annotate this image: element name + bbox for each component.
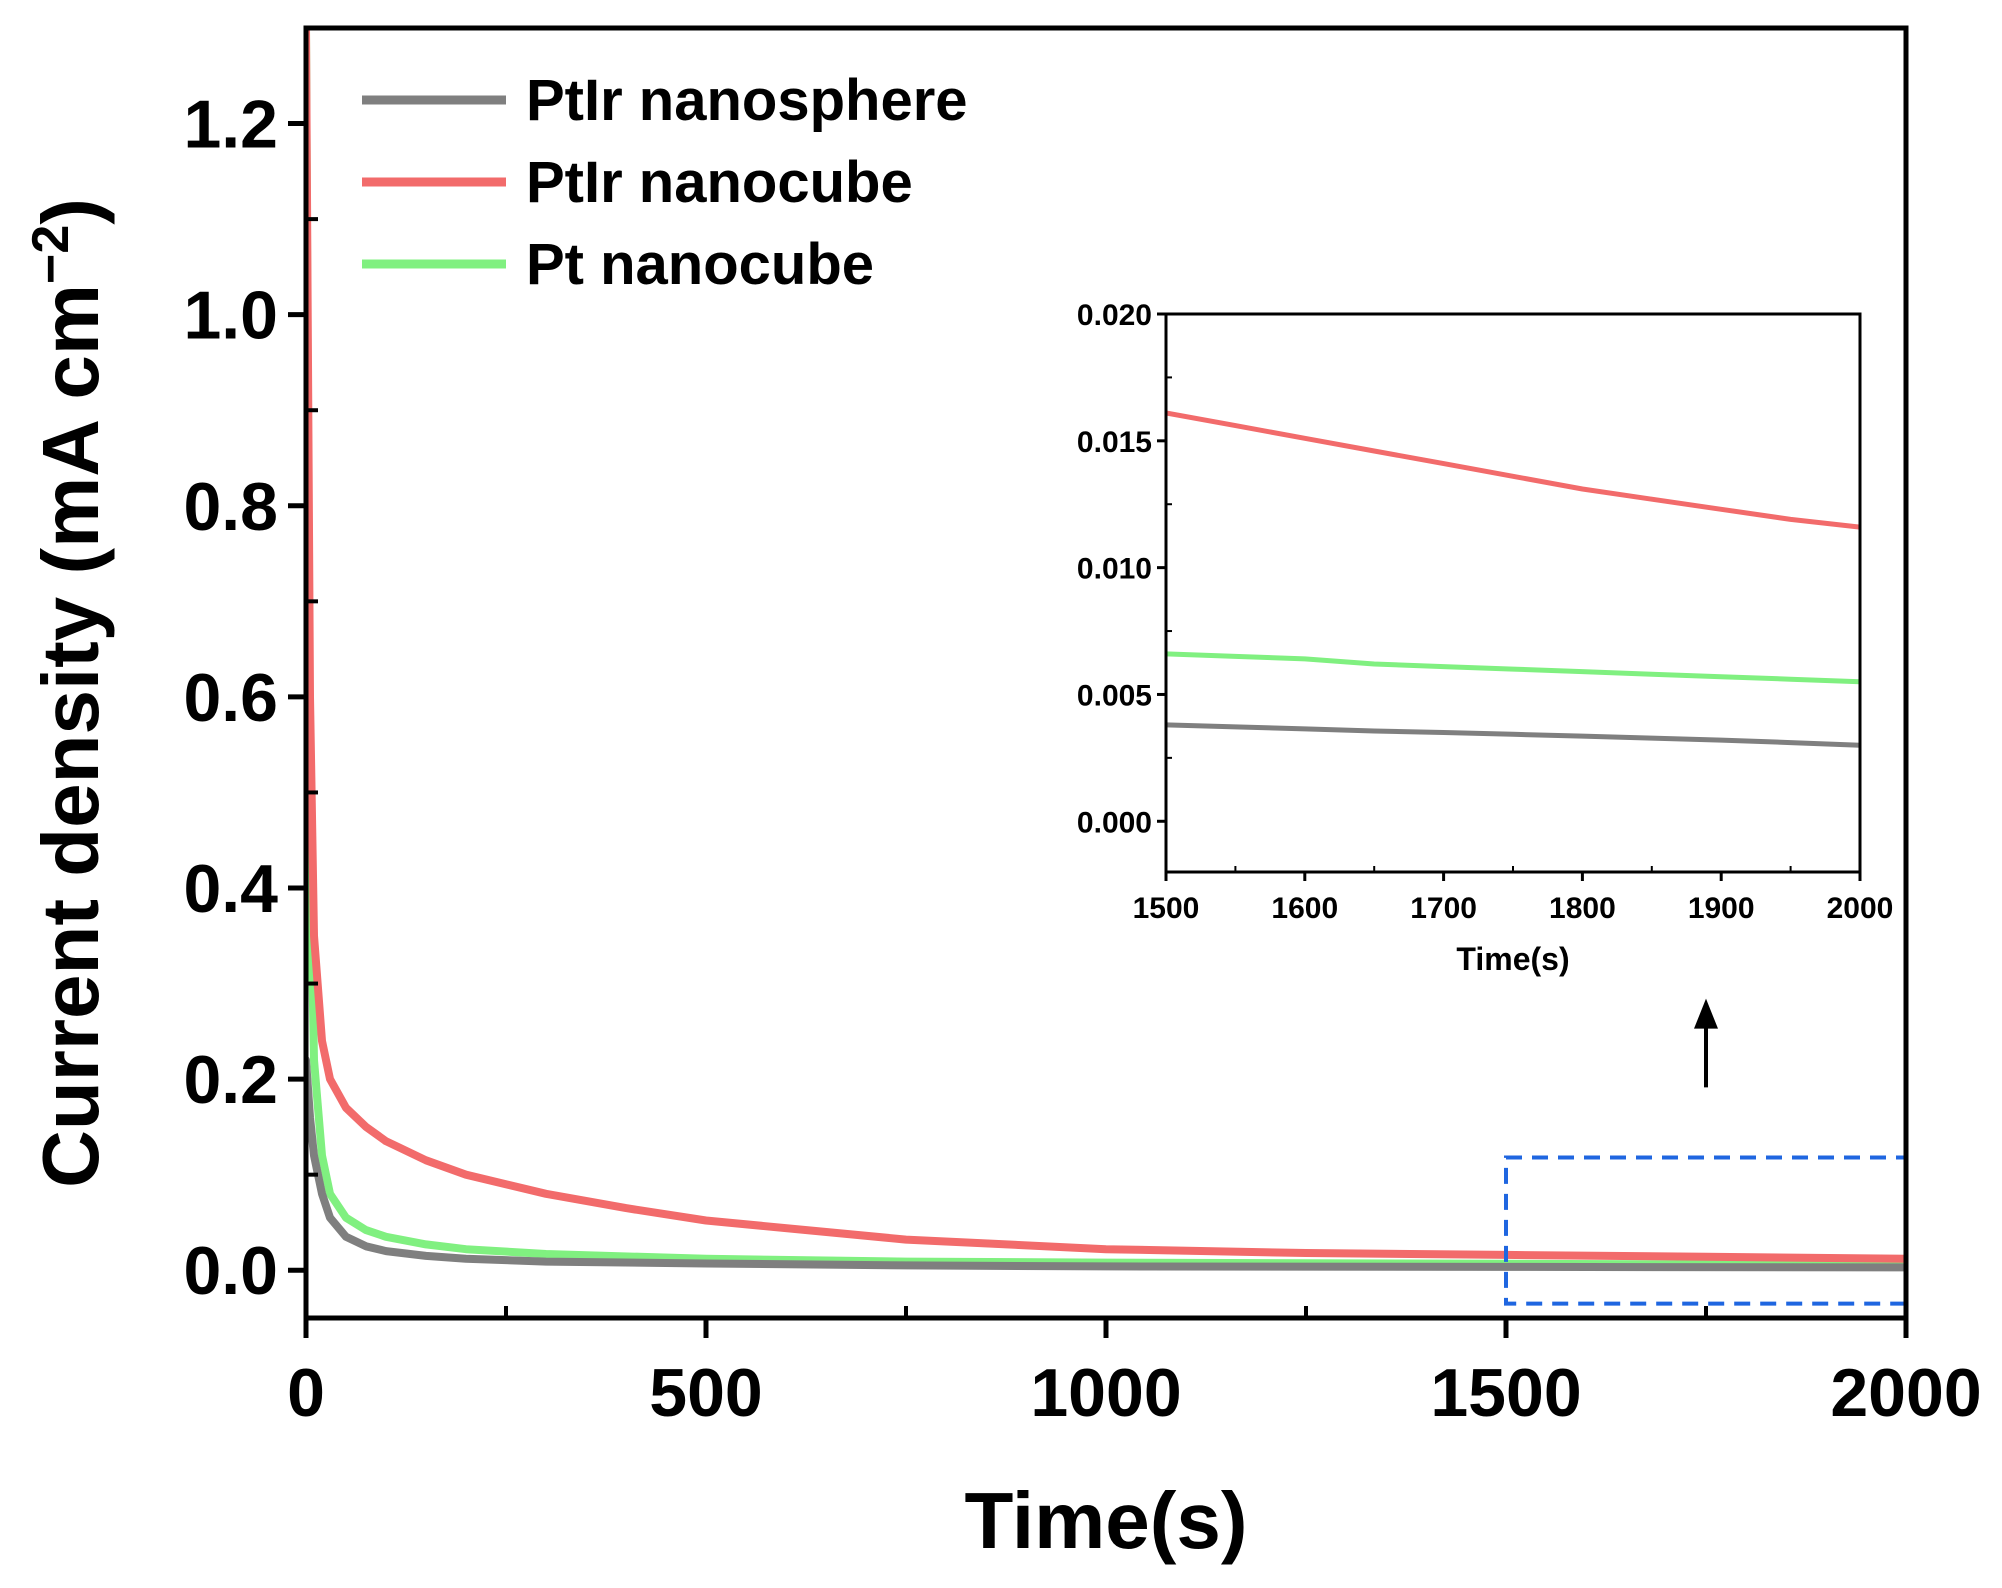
main-y-tick-label: 0.8 bbox=[183, 469, 278, 545]
legend: PtIr nanosphere PtIr nanocube Pt nanocube bbox=[362, 68, 968, 297]
inset-x-tick-label: 1600 bbox=[1271, 892, 1338, 925]
inset-y-tick-label: 0.005 bbox=[1077, 679, 1152, 712]
inset-series-group bbox=[1166, 410, 1860, 748]
zoom-arrow-head bbox=[1694, 998, 1718, 1029]
inset-y-tick-label: 0.010 bbox=[1077, 553, 1152, 586]
legend-label-0: PtIr nanosphere bbox=[526, 68, 968, 133]
main-plot: 0 500 1000 1500 2000 0.0 0.2 0.4 0.6 0.8 1.0 1.2 T… bbox=[22, 25, 1982, 1565]
main-y-ticks: 0.0 0.2 0.4 0.6 0.8 1.0 1.2 bbox=[183, 26, 318, 1309]
legend-label-2: Pt nanocube bbox=[526, 232, 874, 297]
inset-x-tick-label: 1700 bbox=[1410, 892, 1477, 925]
main-y-tick-label: 0.6 bbox=[183, 660, 278, 736]
main-y-tick-label: 1.0 bbox=[183, 278, 278, 354]
main-y-tick-label: 0.0 bbox=[183, 1233, 278, 1309]
inset-y-tick-label: 0.015 bbox=[1077, 426, 1152, 459]
inset-x-tick-label: 1800 bbox=[1549, 892, 1616, 925]
inset-series-line-2 bbox=[1166, 651, 1860, 685]
inset-x-tick-label: 1900 bbox=[1688, 892, 1755, 925]
main-x-tick-label: 0 bbox=[287, 1355, 325, 1431]
main-y-tick-label: 0.2 bbox=[183, 1042, 278, 1118]
main-y-tick-label: 1.2 bbox=[183, 87, 278, 163]
inset-series-line-1 bbox=[1166, 410, 1860, 530]
inset-y-ticks: 0.000 0.005 0.010 0.015 0.020 bbox=[1077, 299, 1172, 839]
inset-y-tick-label: 0.000 bbox=[1077, 806, 1152, 839]
inset-background bbox=[1166, 314, 1860, 872]
main-x-tick-label: 500 bbox=[649, 1355, 762, 1431]
legend-label-1: PtIr nanocube bbox=[526, 150, 913, 215]
inset-x-tick-label: 1500 bbox=[1133, 892, 1200, 925]
inset-plot: 1500 1600 1700 1800 1900 2000 0.000 0.005 0.010… bbox=[1077, 299, 1893, 977]
inset-x-tick-label: 2000 bbox=[1827, 892, 1894, 925]
inset-x-ticks: 1500 1600 1700 1800 1900 2000 bbox=[1133, 866, 1894, 925]
zoom-region-box bbox=[1504, 1155, 1908, 1306]
main-x-tick-label: 2000 bbox=[1830, 1355, 1981, 1431]
inset-series-line-0 bbox=[1166, 722, 1860, 748]
main-series-line-0 bbox=[306, 1056, 1906, 1272]
main-x-ticks: 0 500 1000 1500 2000 bbox=[287, 1306, 1982, 1431]
main-y-tick-label: 0.4 bbox=[183, 851, 278, 927]
main-y-axis-title: Current density (mA cm−2) bbox=[22, 198, 115, 1188]
main-x-tick-label: 1500 bbox=[1430, 1355, 1581, 1431]
main-x-tick-label: 1000 bbox=[1030, 1355, 1181, 1431]
inset-y-tick-label: 0.020 bbox=[1077, 299, 1152, 332]
main-series-line-1 bbox=[306, 28, 1906, 1263]
main-x-axis-title: Time(s) bbox=[964, 1476, 1247, 1565]
inset-x-axis-title: Time(s) bbox=[1456, 941, 1569, 977]
